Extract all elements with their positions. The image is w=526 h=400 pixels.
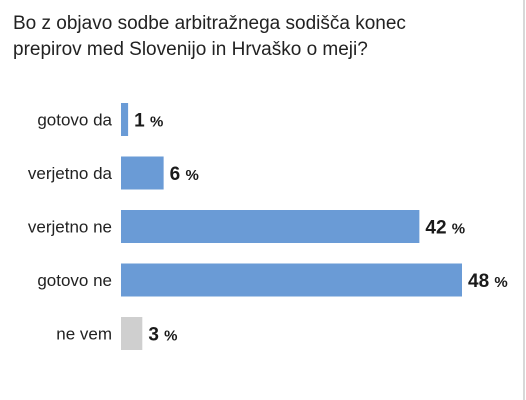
value-label: 1 % (134, 111, 163, 132)
bar (121, 103, 129, 136)
chart-title: Bo z objavo sodbe arbitražnega sodišča k… (13, 11, 513, 63)
category-label: verjetno ne (28, 218, 112, 237)
category-label: gotovo da (37, 111, 112, 130)
bar (121, 210, 420, 243)
bar (121, 156, 164, 190)
value-label: 3 % (148, 325, 177, 346)
bar (121, 263, 462, 297)
category-label: ne vem (56, 325, 112, 344)
frame-edge (523, 0, 525, 400)
value-label: 48 % (468, 271, 508, 292)
category-label: gotovo ne (37, 271, 112, 290)
category-label: verjetno da (28, 164, 113, 183)
value-label: 6 % (170, 164, 199, 185)
chart-title-line-1: Bo z objavo sodbe arbitražnega sodišča k… (13, 13, 406, 34)
chart-title-line-2: prepirov med Slovenijo in Hrvaško o meji… (13, 39, 368, 60)
bar (121, 317, 143, 350)
value-label: 42 % (425, 218, 465, 239)
